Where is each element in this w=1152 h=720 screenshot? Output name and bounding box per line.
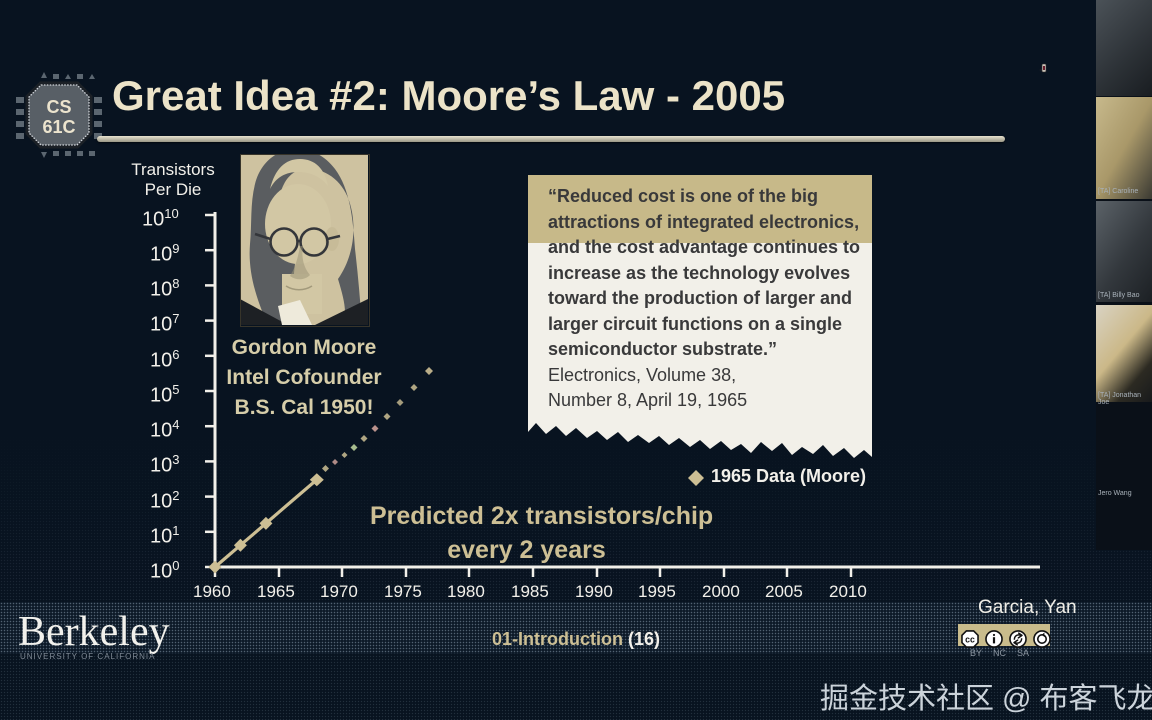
- svg-text:cc: cc: [965, 634, 975, 644]
